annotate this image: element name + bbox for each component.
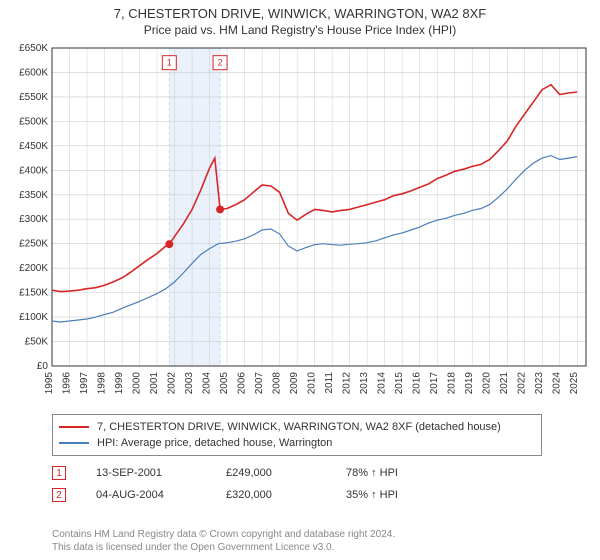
- sale-marker-1: 1: [52, 466, 66, 480]
- footer: Contains HM Land Registry data © Crown c…: [52, 528, 395, 554]
- sale-date: 04-AUG-2004: [96, 489, 186, 501]
- svg-text:£600K: £600K: [19, 67, 48, 78]
- svg-text:2015: 2015: [394, 372, 405, 395]
- svg-text:2006: 2006: [237, 372, 248, 395]
- svg-text:2017: 2017: [429, 372, 440, 395]
- legend-label-hpi: HPI: Average price, detached house, Warr…: [97, 437, 332, 449]
- svg-text:2004: 2004: [202, 372, 213, 395]
- svg-text:2007: 2007: [254, 372, 265, 395]
- svg-text:2016: 2016: [412, 372, 423, 395]
- legend-swatch-hpi: [59, 442, 89, 444]
- sale-date: 13-SEP-2001: [96, 467, 186, 479]
- svg-text:2003: 2003: [184, 372, 195, 395]
- svg-text:1996: 1996: [62, 372, 73, 395]
- svg-text:2013: 2013: [359, 372, 370, 395]
- svg-text:1998: 1998: [97, 372, 108, 395]
- title-block: 7, CHESTERTON DRIVE, WINWICK, WARRINGTON…: [0, 0, 600, 37]
- svg-text:2025: 2025: [569, 372, 580, 395]
- sale-price: £320,000: [226, 489, 306, 501]
- footer-line1: Contains HM Land Registry data © Crown c…: [52, 528, 395, 541]
- svg-text:2000: 2000: [132, 372, 143, 395]
- svg-text:1: 1: [167, 58, 172, 68]
- svg-text:2020: 2020: [482, 372, 493, 395]
- svg-text:£400K: £400K: [19, 165, 48, 176]
- svg-text:2024: 2024: [552, 372, 563, 395]
- svg-text:2008: 2008: [272, 372, 283, 395]
- svg-text:1995: 1995: [44, 372, 55, 395]
- legend-row-hpi: HPI: Average price, detached house, Warr…: [59, 435, 535, 451]
- sales-table: 1 13-SEP-2001 £249,000 78% ↑ HPI 2 04-AU…: [52, 462, 426, 506]
- svg-text:2005: 2005: [219, 372, 230, 395]
- svg-text:2: 2: [218, 58, 223, 68]
- svg-text:£500K: £500K: [19, 116, 48, 127]
- legend-row-property: 7, CHESTERTON DRIVE, WINWICK, WARRINGTON…: [59, 419, 535, 435]
- chart-area: £0 £50K £100K £150K £200K £250K £300K £350K £400…: [8, 44, 592, 404]
- svg-text:2001: 2001: [149, 372, 160, 395]
- svg-text:2021: 2021: [499, 372, 510, 395]
- sale-price: £249,000: [226, 467, 306, 479]
- legend-label-property: 7, CHESTERTON DRIVE, WINWICK, WARRINGTON…: [97, 421, 501, 433]
- legend-swatch-property: [59, 426, 89, 428]
- svg-text:£350K: £350K: [19, 190, 48, 201]
- svg-text:£250K: £250K: [19, 239, 48, 250]
- svg-text:£50K: £50K: [25, 337, 49, 348]
- svg-text:£300K: £300K: [19, 214, 48, 225]
- title-main: 7, CHESTERTON DRIVE, WINWICK, WARRINGTON…: [0, 6, 600, 21]
- svg-text:£0: £0: [37, 361, 49, 372]
- svg-text:2009: 2009: [289, 372, 300, 395]
- svg-text:2019: 2019: [464, 372, 475, 395]
- svg-text:£150K: £150K: [19, 288, 48, 299]
- sale-hpi: 35% ↑ HPI: [346, 489, 426, 501]
- svg-text:2002: 2002: [167, 372, 178, 395]
- svg-text:£650K: £650K: [19, 44, 48, 54]
- sale-row: 1 13-SEP-2001 £249,000 78% ↑ HPI: [52, 462, 426, 484]
- svg-text:£100K: £100K: [19, 312, 48, 323]
- legend: 7, CHESTERTON DRIVE, WINWICK, WARRINGTON…: [52, 414, 542, 456]
- svg-text:2010: 2010: [307, 372, 318, 395]
- svg-text:2022: 2022: [517, 372, 528, 395]
- sale-row: 2 04-AUG-2004 £320,000 35% ↑ HPI: [52, 484, 426, 506]
- svg-text:2012: 2012: [342, 372, 353, 395]
- svg-text:1999: 1999: [114, 372, 125, 395]
- sale-marker-2: 2: [52, 488, 66, 502]
- svg-text:2023: 2023: [534, 372, 545, 395]
- svg-text:£450K: £450K: [19, 141, 48, 152]
- svg-text:2014: 2014: [377, 372, 388, 395]
- sale-hpi: 78% ↑ HPI: [346, 467, 426, 479]
- footer-line2: This data is licensed under the Open Gov…: [52, 541, 395, 554]
- svg-text:1997: 1997: [79, 372, 90, 395]
- svg-text:£550K: £550K: [19, 92, 48, 103]
- svg-text:2018: 2018: [447, 372, 458, 395]
- svg-text:2011: 2011: [324, 372, 335, 394]
- title-sub: Price paid vs. HM Land Registry's House …: [0, 23, 600, 37]
- svg-text:£200K: £200K: [19, 263, 48, 274]
- chart-svg: £0 £50K £100K £150K £200K £250K £300K £350K £400…: [8, 44, 592, 404]
